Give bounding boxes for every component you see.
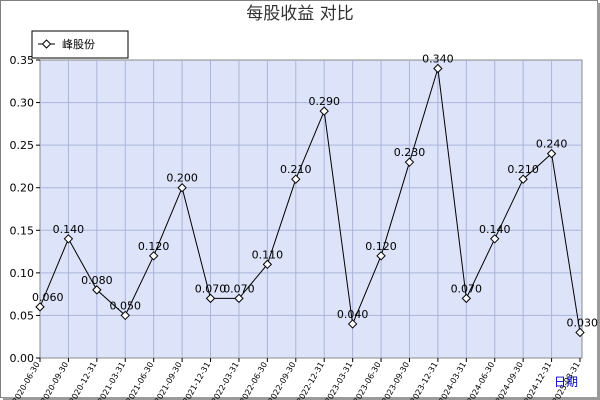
- data-labels: 0.0600.1400.0800.0500.1200.2000.0700.070…: [32, 53, 598, 330]
- data-point-marker: [347, 319, 358, 329]
- legend-series-name: 峰股份: [62, 38, 95, 51]
- x-tick-label: 2020-06-30: [11, 361, 42, 400]
- y-tick-label: 0.05: [10, 309, 35, 322]
- x-axis-label: 日期: [554, 375, 578, 389]
- data-point-marker: [575, 327, 585, 338]
- data-label: 0.040: [337, 308, 369, 321]
- data-point-marker: [319, 106, 329, 116]
- y-tick-label: 0.15: [10, 224, 35, 237]
- data-label: 0.210: [507, 163, 539, 176]
- y-tick-label: 0.25: [10, 139, 35, 152]
- frame-shadow-bottom: [3, 397, 600, 400]
- y-axis-ticks: 0.00 0.05 0.10 0.15 0.20 0.25 0.30 0.35: [10, 54, 40, 365]
- data-label: 0.140: [53, 223, 85, 236]
- x-tick-label: 2024-03-31: [437, 361, 468, 400]
- y-tick-label: 0.20: [10, 182, 35, 195]
- x-tick-label: 2023-03-31: [323, 361, 354, 400]
- x-tick-label: 2023-09-30: [380, 361, 411, 400]
- x-tick-label: 2024-12-31: [522, 361, 553, 400]
- data-point-marker: [35, 302, 45, 312]
- y-tick-label: 0.10: [10, 267, 35, 280]
- data-point-marker: [461, 293, 472, 304]
- data-label: 0.210: [280, 163, 312, 176]
- data-point-marker: [120, 310, 130, 321]
- y-tick-label: 0.00: [10, 352, 35, 365]
- data-label: 0.110: [252, 248, 284, 261]
- x-tick-label: 2021-06-30: [124, 361, 155, 400]
- data-label: 0.200: [166, 172, 198, 185]
- x-tick-label: 2024-06-30: [465, 360, 496, 400]
- data-point-marker: [234, 293, 244, 304]
- x-tick-label: 2021-03-31: [96, 361, 127, 400]
- data-point-marker: [376, 251, 386, 261]
- data-label: 0.120: [365, 240, 397, 253]
- series-group: [35, 63, 585, 338]
- y-tick-label: 0.35: [10, 54, 35, 67]
- data-label: 0.240: [536, 138, 568, 151]
- data-point-marker: [148, 251, 159, 261]
- data-label: 0.070: [223, 282, 255, 295]
- plot-area: [39, 59, 583, 359]
- data-point-marker: [92, 285, 102, 295]
- data-point-marker: [490, 234, 500, 244]
- x-tick-label: 2021-09-30: [153, 361, 184, 400]
- y-tick-label: 0.30: [10, 97, 35, 110]
- x-tick-label: 2022-12-31: [295, 361, 326, 400]
- data-point-marker: [404, 157, 415, 167]
- data-point-marker: [262, 259, 273, 270]
- data-point-marker: [63, 234, 74, 244]
- x-tick-label: 2022-06-30: [238, 361, 269, 400]
- data-label: 0.070: [195, 282, 227, 295]
- x-tick-label: 2022-09-30: [266, 361, 297, 400]
- series-line: [39, 68, 581, 333]
- data-point-marker: [177, 183, 187, 193]
- data-label: 0.070: [451, 282, 483, 295]
- data-point-marker: [433, 63, 443, 74]
- data-label: 0.050: [110, 299, 142, 312]
- x-tick-label: 2022-03-31: [210, 361, 241, 400]
- x-tick-label: 2023-06-30: [352, 361, 383, 400]
- data-label: 0.120: [138, 240, 170, 253]
- legend: 峰股份: [31, 30, 129, 59]
- data-point-marker: [291, 174, 301, 184]
- legend-diamond-icon: [41, 39, 52, 49]
- frame-shadow-right: [597, 3, 600, 400]
- data-point-marker: [546, 148, 557, 159]
- data-label: 0.140: [479, 223, 511, 236]
- data-label: 0.080: [81, 274, 113, 287]
- data-label: 0.030: [567, 316, 599, 329]
- x-tick-label: 2020-12-31: [68, 361, 99, 400]
- data-label: 0.340: [422, 53, 454, 66]
- data-point-marker: [205, 293, 216, 304]
- x-axis-ticks: 2020-06-302020-09-302020-12-312021-03-31…: [11, 358, 582, 400]
- data-label: 0.230: [394, 146, 426, 159]
- x-tick-label: 2021-12-31: [181, 361, 212, 400]
- x-tick-label: 2023-12-31: [409, 361, 440, 400]
- chart-title: 每股收益 对比: [246, 4, 353, 24]
- x-tick-label: 2020-09-30: [39, 361, 70, 400]
- x-tick-label: 2024-09-30: [494, 361, 525, 400]
- data-label: 0.290: [308, 95, 340, 108]
- data-label: 0.060: [32, 291, 64, 304]
- data-point-marker: [518, 174, 528, 184]
